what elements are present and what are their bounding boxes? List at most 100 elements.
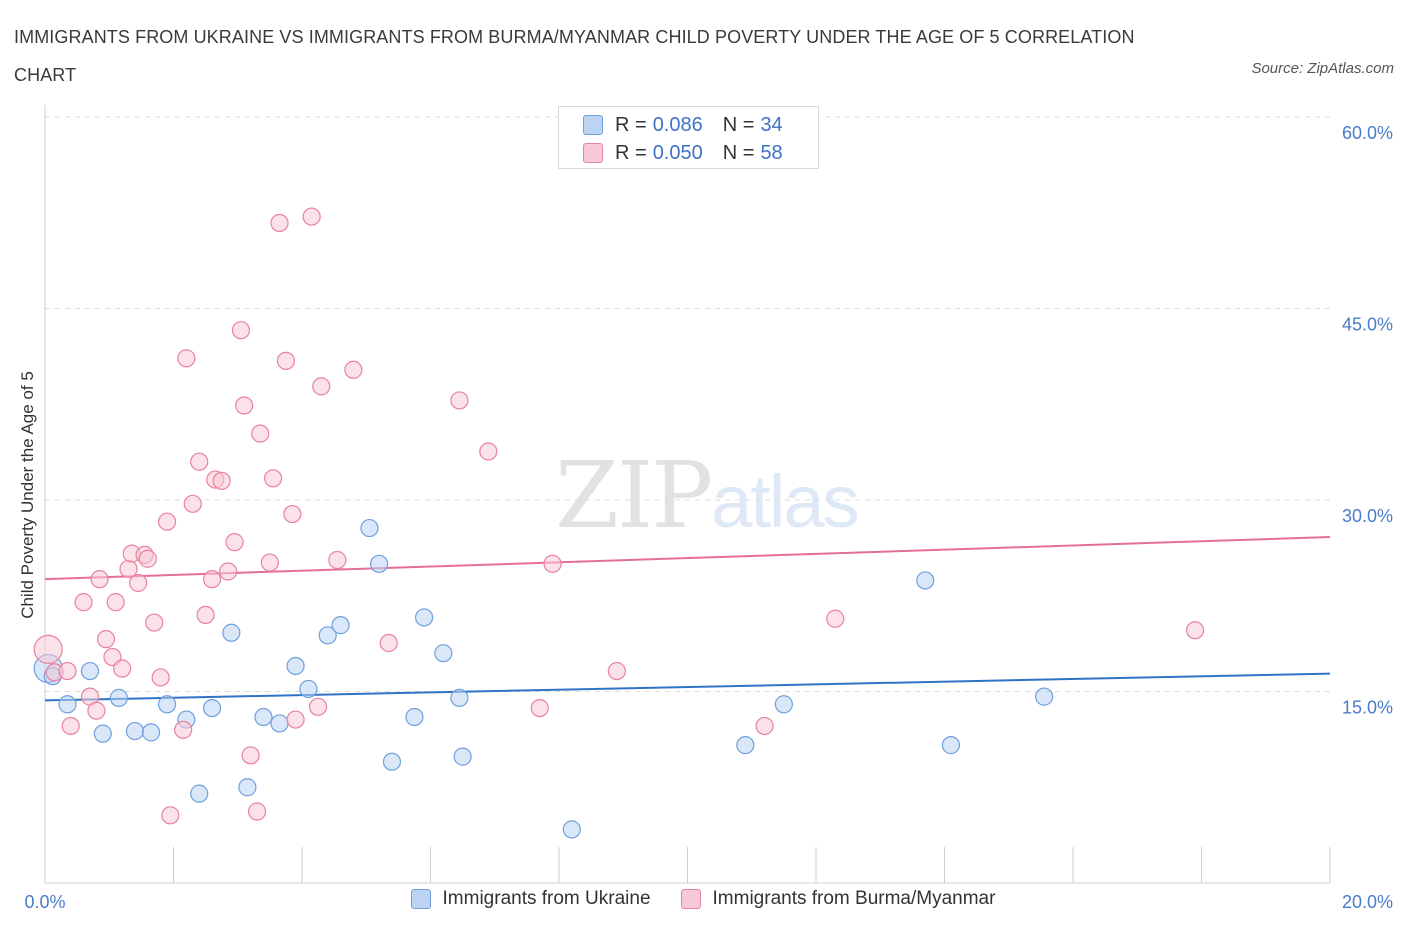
trend-line-ukraine	[44, 672, 1331, 702]
point-burma	[196, 605, 215, 625]
legend-item-ukraine[interactable]: Immigrants from Ukraine	[410, 888, 651, 910]
r-label: R =	[615, 113, 647, 136]
legend-item-burma[interactable]: Immigrants from Burma/Myanmar	[680, 888, 996, 910]
point-burma	[174, 720, 193, 739]
point-ukraine	[58, 695, 77, 714]
r-value-ukraine: 0.086	[652, 113, 703, 136]
legend-label-burma: Immigrants from Burma/Myanmar	[712, 888, 996, 909]
point-burma	[202, 570, 222, 589]
watermark-zip: ZIP	[555, 442, 713, 549]
point-ukraine	[125, 721, 145, 741]
point-ukraine	[238, 778, 257, 797]
point-burma	[90, 570, 109, 589]
point-ukraine	[1034, 687, 1054, 706]
point-burma	[755, 716, 774, 736]
point-burma	[379, 633, 398, 653]
point-ukraine	[916, 571, 935, 590]
point-burma	[344, 360, 363, 379]
point-burma	[260, 553, 279, 572]
point-burma	[479, 442, 498, 461]
point-ukraine	[190, 784, 209, 803]
point-burma	[308, 697, 328, 716]
r-label: R =	[615, 141, 647, 164]
point-ukraine	[318, 626, 337, 645]
point-burma	[106, 593, 125, 612]
point-ukraine	[80, 661, 100, 681]
point-ukraine	[453, 747, 472, 766]
n-label: N =	[722, 113, 755, 136]
grid-lines	[45, 116, 1330, 692]
point-burma	[247, 802, 267, 821]
y-tick-label: 15.0%	[1342, 698, 1393, 718]
point-burma	[530, 698, 549, 718]
point-ukraine	[254, 707, 273, 727]
point-ukraine	[434, 644, 453, 663]
n-value-burma: 58	[760, 141, 783, 164]
point-burma	[543, 554, 562, 573]
point-burma	[312, 377, 331, 396]
point-ukraine	[414, 608, 434, 627]
point-burma	[96, 630, 116, 649]
point-burma	[225, 533, 244, 552]
watermark-atlas: atlas	[711, 460, 859, 543]
stats-row-ukraine: R = 0.086 N = 34	[583, 113, 783, 137]
point-burma	[129, 573, 148, 593]
point-burma	[270, 213, 289, 233]
legend-swatch-burma	[680, 889, 701, 909]
point-ukraine	[360, 518, 379, 538]
point-burma	[151, 668, 170, 687]
point-burma	[283, 504, 302, 524]
point-ukraine	[299, 679, 318, 699]
point-ukraine	[157, 695, 177, 714]
stats-row-burma: R = 0.050 N = 58	[583, 141, 783, 165]
tick-labels: 15.0% 30.0% 45.0% 60.0% 0.0% 20.0%	[24, 123, 1393, 912]
swatch-ukraine	[583, 115, 603, 135]
point-ukraine	[270, 714, 289, 733]
r-value-burma: 0.050	[652, 141, 703, 164]
point-burma	[87, 701, 106, 720]
point-ukraine	[774, 695, 793, 714]
x-tick-label: 0.0%	[24, 892, 65, 912]
trend-lines	[44, 536, 1331, 702]
point-burma	[112, 659, 132, 678]
point-burma	[241, 746, 260, 765]
point-burma	[190, 452, 209, 471]
point-ukraine	[222, 623, 241, 642]
source-label: Source: ZipAtlas.com	[1251, 60, 1394, 77]
legend-swatch-ukraine	[410, 889, 431, 909]
watermark: ZIPatlas	[555, 442, 859, 549]
point-burma	[161, 806, 180, 825]
point-ukraine	[562, 820, 581, 839]
y-tick-label: 45.0%	[1342, 315, 1393, 335]
y-tick-label: 60.0%	[1342, 123, 1393, 143]
point-burma	[157, 512, 177, 531]
point-burma	[302, 207, 321, 226]
point-ukraine	[286, 656, 305, 676]
point-ukraine	[331, 616, 350, 635]
trend-line-burma	[44, 536, 1331, 581]
point-burma	[263, 469, 283, 488]
point-ukraine	[450, 688, 469, 707]
point-ukraine	[93, 724, 112, 743]
point-burma	[328, 550, 347, 570]
data-points	[33, 207, 1205, 839]
point-burma	[235, 396, 254, 415]
point-burma	[219, 562, 238, 581]
y-tick-label: 30.0%	[1342, 506, 1393, 526]
point-ukraine	[141, 723, 161, 742]
point-burma	[138, 549, 157, 568]
point-burma	[231, 321, 251, 340]
point-burma	[33, 634, 63, 664]
legend-label-ukraine: Immigrants from Ukraine	[442, 888, 651, 909]
point-burma	[61, 716, 80, 736]
point-burma	[212, 471, 231, 490]
point-burma	[74, 593, 93, 612]
point-burma	[276, 351, 296, 370]
point-ukraine	[109, 688, 128, 707]
point-burma	[607, 661, 626, 681]
point-burma	[1185, 621, 1205, 640]
point-ukraine	[941, 736, 961, 755]
point-burma	[286, 710, 305, 729]
point-burma	[450, 391, 469, 410]
